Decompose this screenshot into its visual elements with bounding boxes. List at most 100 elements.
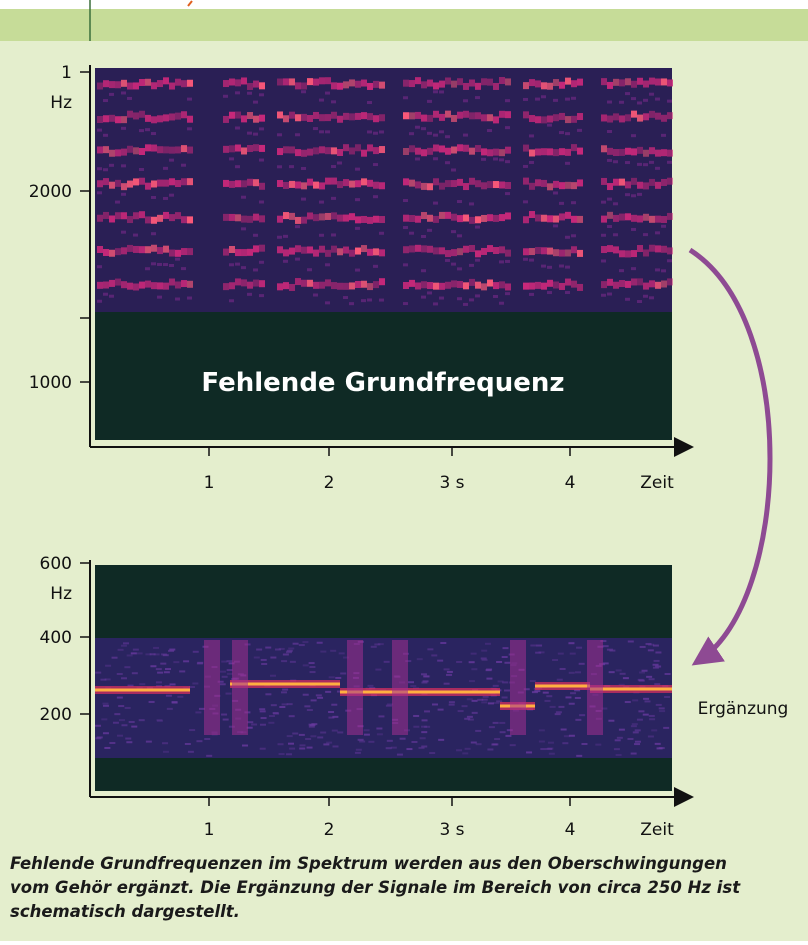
harmonic [493,247,499,254]
harmonic [529,79,535,86]
harmonic [649,245,655,252]
noise [121,645,127,647]
noise [646,676,652,678]
noise [417,658,423,660]
noise [326,742,332,744]
noise [129,721,135,723]
harmonic [523,216,529,223]
noise [631,267,636,270]
noise [373,163,378,166]
noise [462,705,468,707]
harmonic [469,217,475,224]
harmonic [319,282,325,289]
harmonic [367,113,373,120]
noise [316,694,322,696]
noise [125,707,131,709]
noise [577,129,582,132]
noise [661,269,666,272]
noise [169,159,174,162]
noise [337,161,342,164]
noise [156,681,162,683]
noise [637,163,642,166]
noise [229,157,234,160]
harmonic [523,248,529,255]
noise [561,728,567,730]
harmonic [337,248,343,255]
harmonic [643,182,649,189]
noise [655,98,660,101]
noise [379,130,384,133]
harmonic [133,178,139,185]
noise [157,263,162,266]
harmonic [409,245,415,252]
harmonic [427,246,433,253]
harmonic [283,282,289,289]
noise [548,742,554,744]
noise [469,264,474,267]
harmonic [259,145,265,152]
harmonic [661,179,667,186]
noise [493,157,498,160]
noise [489,726,495,728]
harmonic [181,216,187,223]
noise [118,649,124,651]
noise [643,295,648,298]
harmonic [151,217,157,224]
harmonic [565,78,571,85]
noise [328,711,334,713]
noise [299,748,305,750]
noise [286,753,292,755]
noise [415,157,420,160]
harmonic [553,216,559,223]
noise [379,232,384,235]
noise [451,230,456,233]
harmonic [169,178,175,185]
noise [613,202,618,205]
noise [121,193,126,196]
noise [175,258,180,261]
harmonic [235,112,241,119]
harmonic [325,250,331,257]
harmonic [157,247,163,254]
noise [411,741,417,743]
harmonic [103,212,109,219]
noise [499,158,504,161]
harmonic [97,116,103,123]
noise [304,705,310,707]
harmonic [475,250,481,257]
harmonic [379,82,385,89]
noise [649,715,655,717]
harmonic [445,111,451,118]
harmonic [355,248,361,255]
noise [331,100,336,103]
fundamental [340,691,500,694]
noise [332,730,338,732]
harmonic [127,181,133,188]
harmonic [535,214,541,221]
noise [498,680,504,682]
harmonic [325,77,331,84]
harmonic [499,77,505,84]
noise [654,683,660,685]
harmonic [643,113,649,120]
noise [403,302,408,305]
noise [492,743,498,745]
noise [547,266,552,269]
noise [603,645,609,647]
noise [151,132,156,135]
harmonic [313,214,319,221]
noise [329,676,335,678]
noise [505,99,510,102]
noise [529,293,534,296]
noise [447,671,453,673]
harmonic [109,250,115,257]
harmonic [223,283,229,290]
harmonic [469,279,475,286]
noise [181,164,186,167]
spectrogram-harmonics [95,68,672,312]
harmonic [277,283,283,290]
noise [504,662,510,664]
burst [232,640,248,735]
harmonic [367,249,373,256]
harmonic [667,178,673,185]
